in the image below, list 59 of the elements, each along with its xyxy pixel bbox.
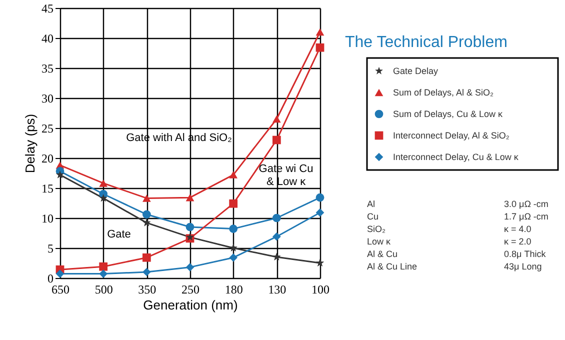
legend-label: Gate Delay	[393, 66, 439, 76]
x-tick-label: 180	[224, 282, 243, 296]
point	[316, 193, 324, 202]
x-tick-label: 100	[312, 282, 330, 296]
y-tick-label: 30	[42, 92, 54, 106]
y-tick-label: 10	[42, 212, 54, 226]
point	[186, 222, 194, 232]
point	[56, 170, 64, 178]
x-tick-label: 650	[52, 282, 70, 296]
y-tick-label: 15	[42, 182, 54, 196]
point	[229, 253, 238, 262]
y-tick-label: 25	[42, 122, 54, 136]
y-tick-label: 0	[48, 272, 54, 286]
point	[99, 180, 108, 187]
point	[99, 194, 108, 202]
point	[316, 28, 324, 36]
point	[99, 270, 108, 278]
text: Cu 1.7 μΩ -cm	[367, 212, 548, 222]
legend-label: Interconnect Delay, Cu & Low κ	[393, 152, 519, 162]
point	[186, 263, 194, 272]
point	[142, 210, 151, 219]
point	[316, 258, 324, 266]
legend-label: Sum of Delays, Al & SiO₂	[393, 88, 494, 98]
legend-label: Interconnect Delay, Al & SiO₂	[393, 130, 510, 140]
annotation: Gate	[107, 228, 131, 240]
y-tick-label: 5	[48, 242, 54, 256]
x-tick-label: 250	[182, 282, 200, 296]
y-tick-label: 45	[42, 2, 54, 16]
text: Al & Cu 0.8μ Thick	[367, 249, 546, 259]
point	[229, 171, 238, 178]
point	[142, 268, 151, 276]
x-tick-label: 350	[138, 282, 156, 296]
point	[186, 194, 194, 202]
point	[272, 232, 281, 241]
legend-label: Sum of Delays, Cu & Low κ	[393, 109, 504, 119]
point	[142, 218, 151, 226]
text: Al & Cu Line 43μ Long	[367, 262, 542, 272]
point	[229, 224, 238, 233]
point	[142, 253, 151, 262]
y-tick-label: 35	[42, 62, 54, 76]
y-tick-label: 40	[42, 32, 54, 46]
text: Al 3.0 μΩ -cm	[367, 199, 548, 209]
point	[272, 252, 281, 260]
y-tick-label: 20	[42, 152, 54, 166]
point	[142, 194, 151, 202]
x-tick-label: 130	[268, 282, 286, 296]
point	[229, 199, 238, 208]
y-axis-title: Delay (ps)	[22, 114, 38, 174]
text: Low κ κ = 2.0	[367, 236, 532, 246]
x-axis-title: Generation (nm)	[143, 298, 238, 312]
point	[99, 262, 108, 271]
point	[272, 115, 281, 123]
point	[316, 208, 324, 217]
point	[272, 136, 281, 144]
point	[316, 43, 324, 52]
text: The Technical Problem	[345, 34, 508, 51]
x-tick-label: 500	[94, 282, 113, 296]
point	[272, 214, 281, 222]
text: SiO₂ κ = 4.0	[367, 224, 532, 234]
